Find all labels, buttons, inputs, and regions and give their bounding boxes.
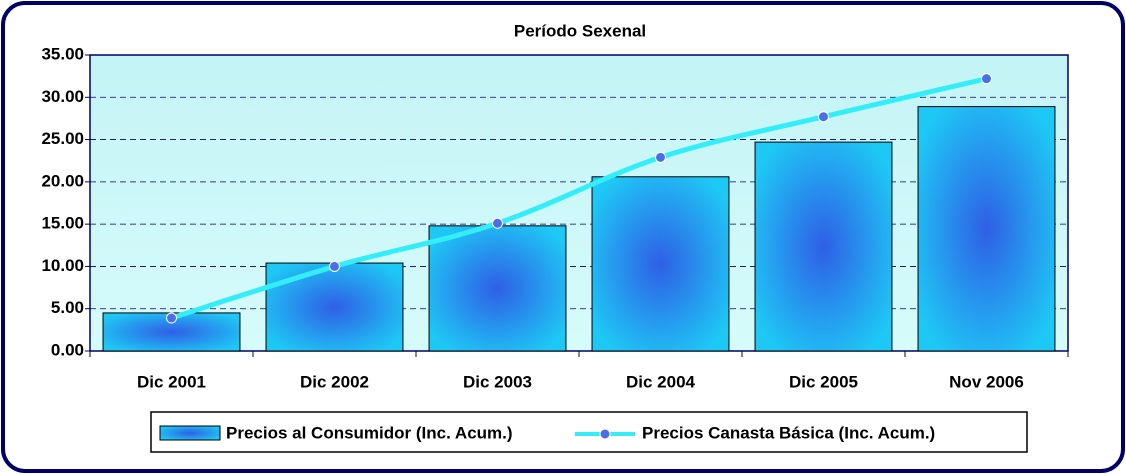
y-tick-label: 10.00 [41,256,84,275]
chart-title: Período Sexenal [514,21,646,40]
x-tick-label: Dic 2005 [789,372,858,391]
bar [591,176,730,352]
y-tick-label: 5.00 [51,298,84,317]
bar [428,225,567,352]
plot-area [89,54,1069,352]
x-tick-label: Nov 2006 [949,372,1024,391]
legend-marker [599,428,611,440]
y-tick-label: 20.00 [41,171,84,190]
legend-label: Precios Canasta Básica (Inc. Acum.) [642,423,935,442]
marker [981,73,992,85]
y-tick-label: 30.00 [41,87,84,106]
y-tick-label: 35.00 [41,44,84,63]
y-tick-label: 0.00 [51,340,84,359]
marker [492,217,503,229]
x-tick-label: Dic 2001 [137,372,206,391]
legend-label: Precios al Consumidor (Inc. Acum.) [226,423,513,442]
bar [754,141,893,352]
x-tick-label: Dic 2002 [300,372,369,391]
marker [655,151,666,163]
marker [329,260,340,272]
marker [818,111,829,123]
bar [265,262,404,352]
y-tick-label: 25.00 [41,129,84,148]
legend-swatch-bar [159,425,221,441]
bar [917,106,1056,352]
x-tick-label: Dic 2004 [626,372,696,391]
x-tick-label: Dic 2003 [463,372,532,391]
line [170,76,988,321]
marker [166,312,177,324]
y-tick-label: 15.00 [41,214,84,233]
